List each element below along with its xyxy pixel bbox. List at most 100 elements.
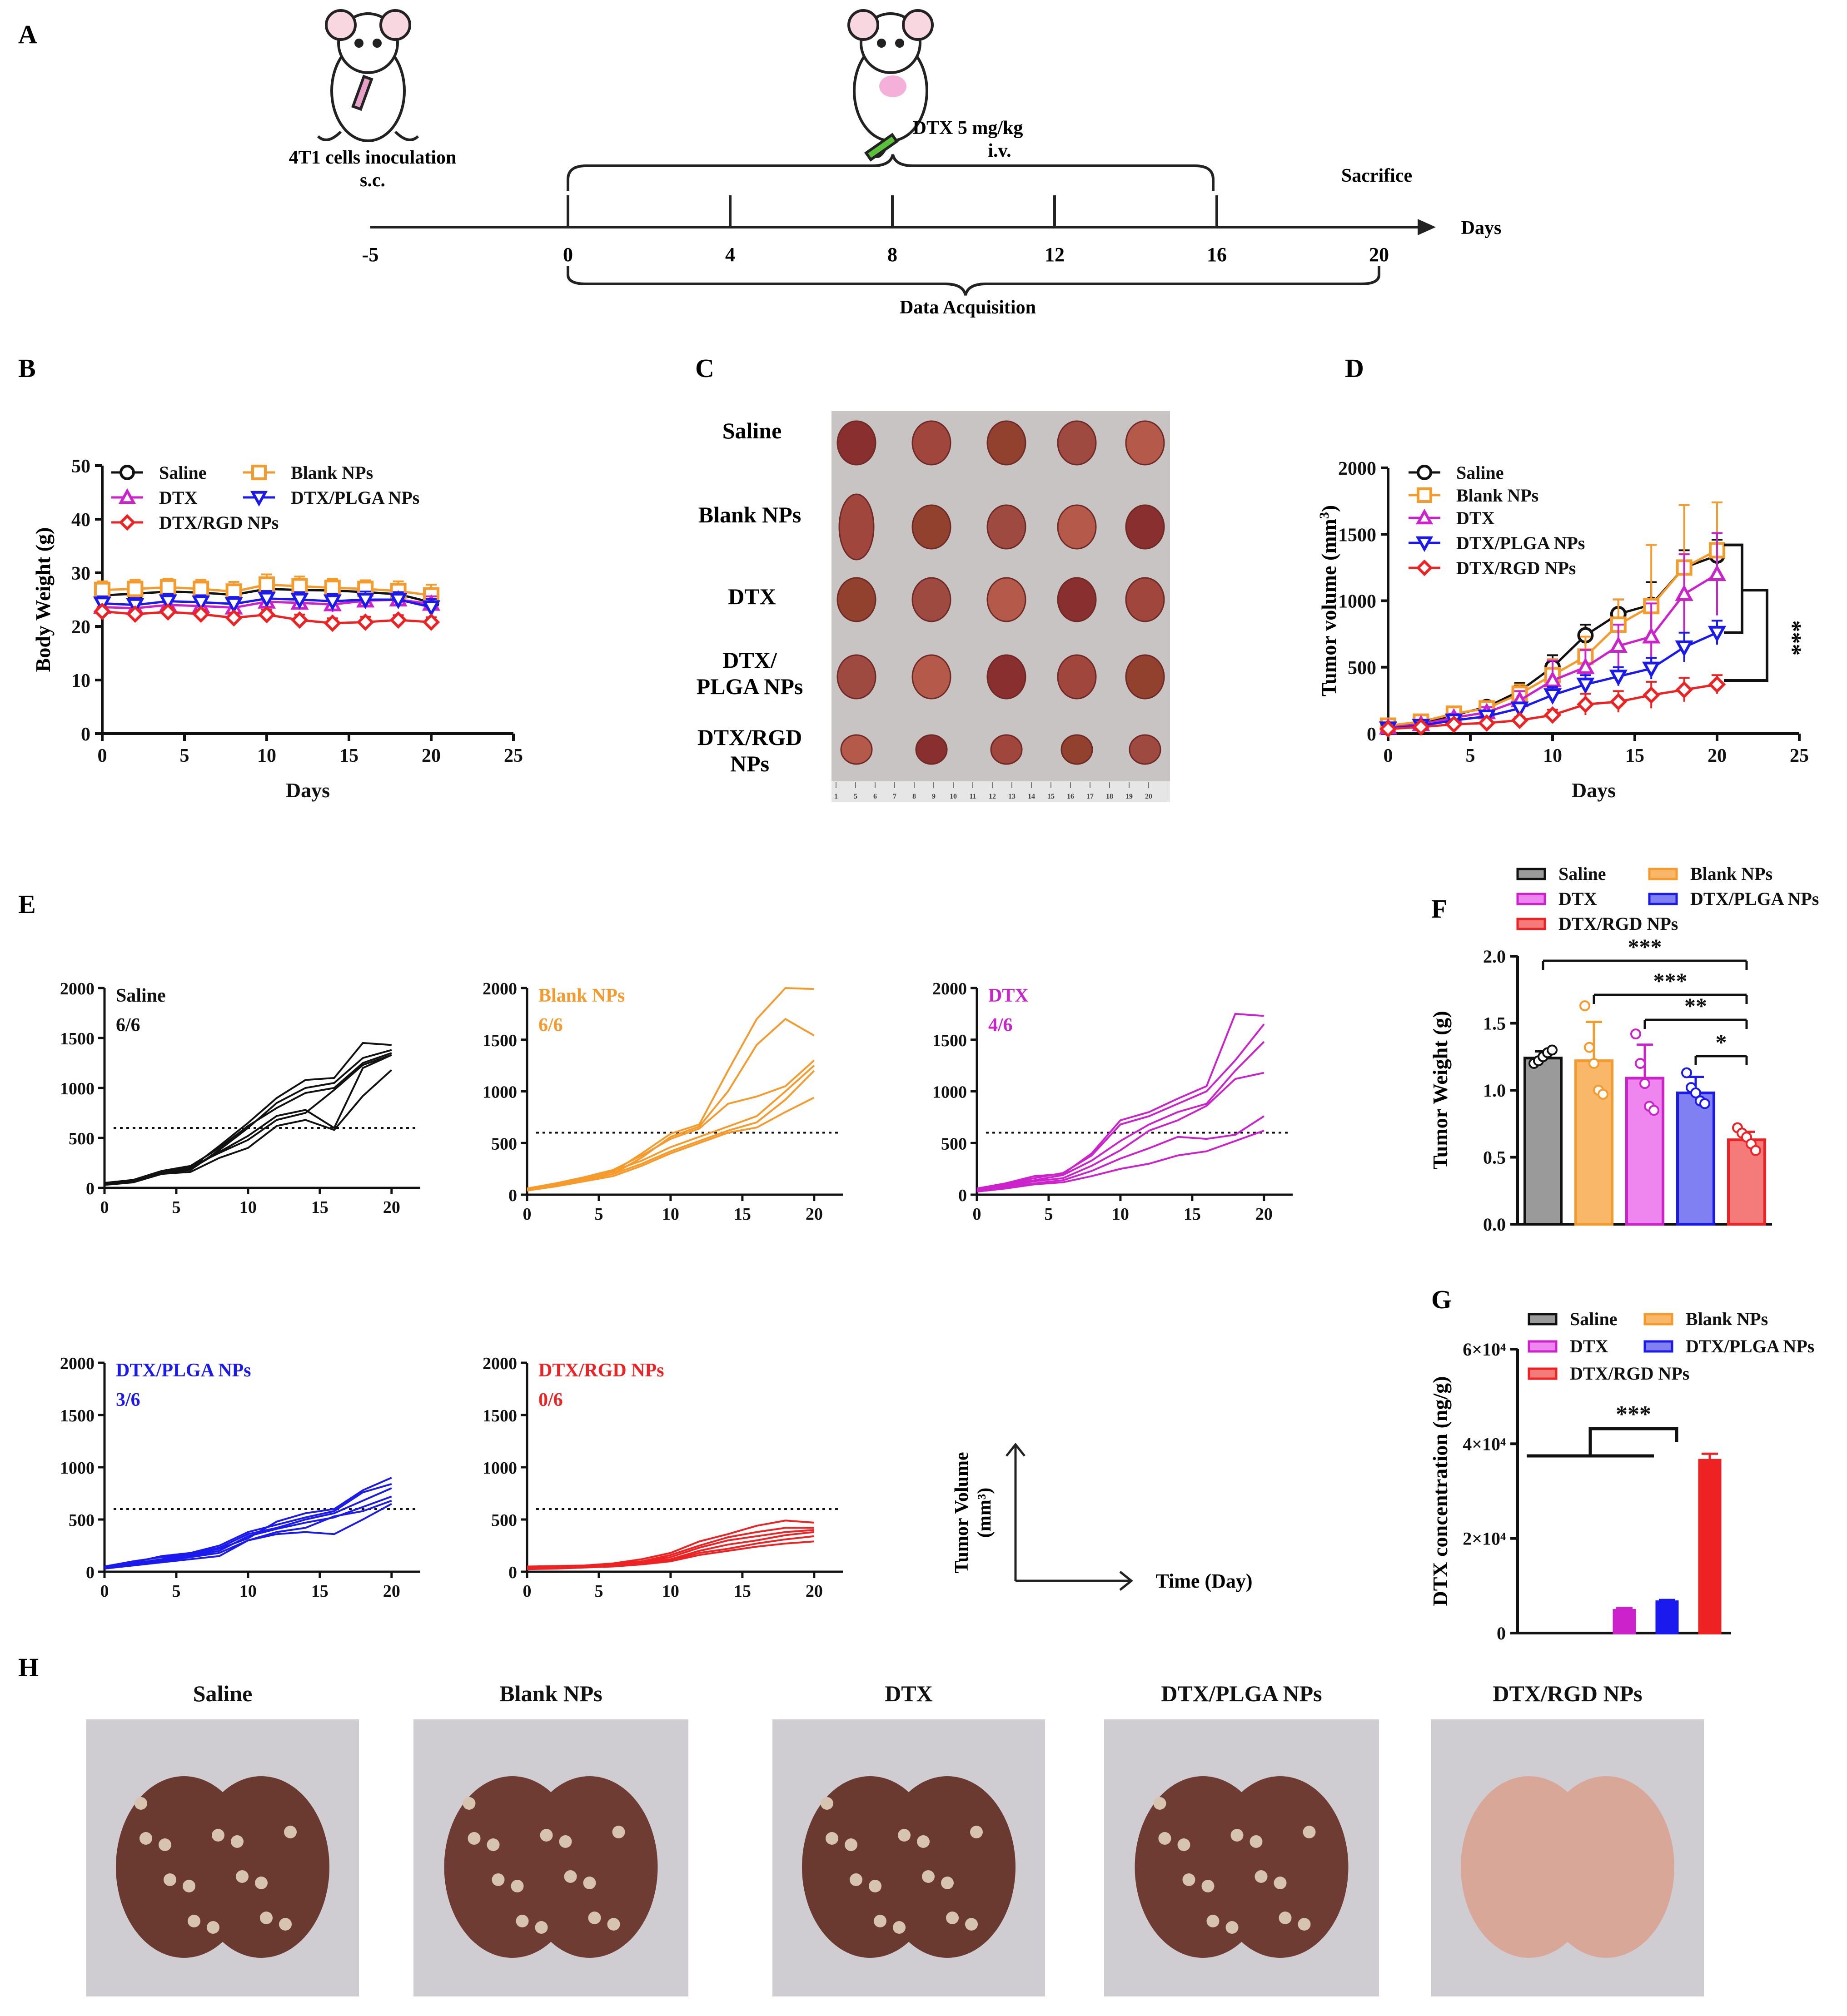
data-point [257, 591, 276, 608]
lung-lobe [1538, 1776, 1674, 1958]
significance-label: *** [1780, 620, 1806, 655]
lung-label: Blank NPs [499, 1681, 602, 1706]
metastatic-nodule [188, 1915, 200, 1927]
metastatic-nodule [1230, 1829, 1244, 1842]
series-dtx-rgd-nps [1379, 674, 1726, 738]
y-tick-label: 1500 [483, 1406, 517, 1425]
metastatic-nodule [941, 1877, 954, 1889]
x-tick-label: 20 [383, 1198, 400, 1217]
group-label: Blank NPs [538, 985, 625, 1006]
mouse-illustration-treatment [847, 9, 934, 162]
x-tick-label: 15 [311, 1198, 329, 1217]
ruler-number: 10 [950, 793, 957, 800]
ruler-number: 7 [893, 793, 896, 800]
panel-label-f: F [1431, 894, 1447, 924]
x-tick-label: 0 [100, 1198, 109, 1217]
data-point [259, 576, 275, 593]
data-point [193, 581, 209, 597]
lung-label: DTX [885, 1681, 933, 1706]
ruler-number: 11 [969, 793, 976, 800]
y-axis-title: Tumor volume (mm3) [1317, 505, 1341, 696]
data-point [93, 602, 111, 621]
metastatic-nodule [159, 1838, 171, 1851]
tumor-specimen [1057, 504, 1097, 550]
y-tick-label: 1000 [483, 1083, 517, 1102]
significance-bracket [1527, 1427, 1678, 1458]
metastatic-nodule [1255, 1870, 1268, 1883]
metastatic-nodule [134, 1797, 147, 1810]
data-point [1510, 701, 1529, 718]
individual-tumor-line [104, 1054, 392, 1185]
metastatic-nodule [1177, 1838, 1190, 1851]
y-tick-label: 0 [86, 1179, 95, 1198]
metastatic-nodule [845, 1838, 857, 1851]
x-tick-label: 5 [172, 1198, 180, 1217]
x-tick-label: 0 [523, 1582, 532, 1601]
tumor-photo-ruler [831, 781, 1170, 802]
bar-fill [1698, 1459, 1722, 1635]
data-point [1576, 657, 1595, 674]
individual-tumor-line [104, 1052, 392, 1184]
x-tick-label: 15 [339, 745, 358, 766]
data-point [94, 581, 110, 598]
individual-tumor-line [527, 987, 814, 1191]
x-tick-label: 10 [257, 745, 276, 766]
data-point [291, 578, 308, 595]
group-label: DTX/RGD NPs [538, 1360, 664, 1381]
legend-label: Saline [159, 462, 206, 483]
legend-marker [1415, 536, 1434, 552]
metastatic-nodule [1303, 1826, 1316, 1838]
y-axis-title: DTX concentration (ng/g) [1429, 1376, 1452, 1606]
legend-label: Blank NPs [291, 462, 373, 483]
legend-label: DTX [1570, 1336, 1608, 1356]
individual-tumor-line [104, 1483, 392, 1568]
tumor-specimen [836, 577, 876, 622]
y-axis-title: Tumor Weight (g) [1429, 1011, 1452, 1169]
y-tick-label: 30 [71, 563, 90, 584]
y-tick-label: 0 [1497, 1623, 1506, 1644]
metastatic-nodule [583, 1877, 596, 1889]
ruler-number: 13 [1008, 793, 1016, 800]
timeline-tick-label: 4 [725, 243, 735, 266]
metastatic-nodule [965, 1918, 978, 1931]
x-tick-label: 5 [1044, 1205, 1053, 1224]
tumor-specimen [911, 654, 951, 700]
data-point [159, 594, 177, 611]
tumor-specimen [911, 420, 951, 466]
metastatic-nodule [869, 1880, 881, 1892]
x-tick-label: 20 [383, 1582, 400, 1601]
x-tick-label: 10 [1112, 1205, 1129, 1224]
dtx-concentration-chart: 0 2×10⁴ 4×10⁴ 6×10⁴ DTX concentration (ng/g)… [1429, 1309, 1814, 1644]
significance-bracket-inner [1724, 543, 1743, 634]
metastatic-nodule [1298, 1918, 1311, 1931]
lung-lobe [879, 1776, 1016, 1958]
timeline-tick-label: -5 [362, 243, 379, 266]
individual-tumor-chart-dtx: 0 500 1000 1500 2000 0 5 10 15 20 DTX 4/6 [932, 979, 1293, 1224]
responder-ratio: 3/6 [116, 1390, 140, 1410]
timeline-tick-label: 16 [1207, 243, 1227, 266]
metastatic-nodule [559, 1835, 572, 1848]
metastatic-nodule [588, 1912, 601, 1924]
y-tick-label: 1000 [932, 1083, 967, 1102]
data-point [1642, 661, 1661, 678]
individual-tumor-line [104, 1477, 392, 1568]
metastatic-nodule [183, 1880, 195, 1892]
legend-swatch [1528, 1313, 1558, 1326]
legend-label: Blank NPs [1456, 485, 1538, 506]
data-point [1577, 695, 1594, 713]
data-point [1708, 564, 1727, 581]
x-tick-label: 10 [239, 1198, 257, 1217]
y-tick-label: 0 [508, 1563, 517, 1582]
legend-label: DTX/PLGA NPs [1690, 889, 1819, 909]
tumor-weight-chart: 0.0 0.5 1.0 1.5 2.0 Tumor Weight (g) Saline Bla… [1429, 864, 1819, 1235]
x-tick-label: 5 [1466, 745, 1475, 766]
panel-label-e: E [18, 889, 36, 919]
metastatic-nodule [946, 1912, 959, 1924]
individual-tumor-line [976, 1130, 1265, 1193]
x-tick-label: 15 [1184, 1205, 1201, 1224]
responder-ratio: 6/6 [116, 1015, 140, 1036]
ruler-number: 9 [932, 793, 936, 800]
y-tick-label: 0 [1367, 724, 1376, 745]
legend: Saline Blank NPs DTX DTX/PLGA NPs DTX/RGD NP… [1516, 864, 1819, 934]
y-tick-label: 500 [69, 1511, 95, 1530]
